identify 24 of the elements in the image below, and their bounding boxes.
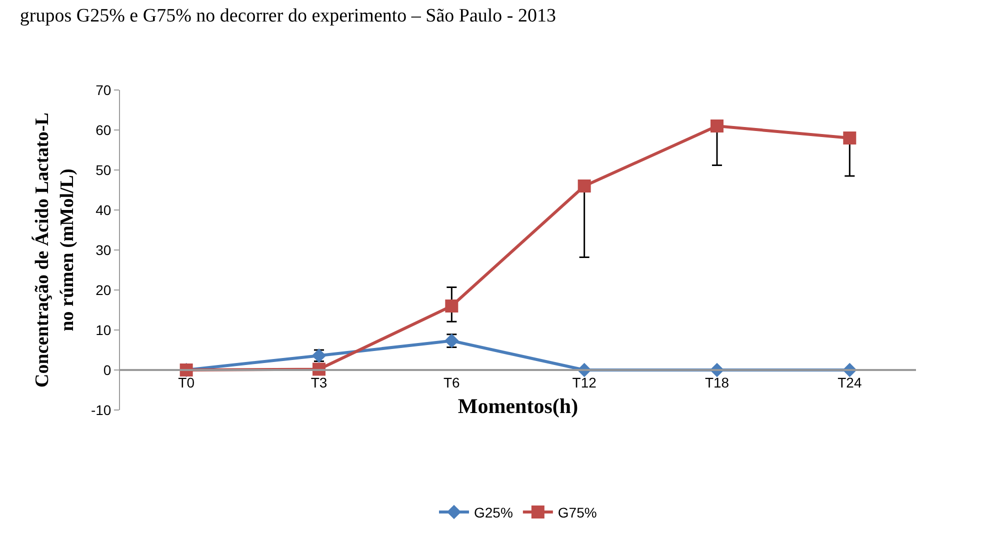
x-tick-label: T3 bbox=[310, 374, 328, 391]
x-tick-label: T6 bbox=[444, 374, 460, 391]
point bbox=[578, 180, 591, 192]
y-tick-label: -10 bbox=[90, 402, 112, 418]
x-tick-label: T24 bbox=[838, 374, 862, 391]
y-tick-label: 60 bbox=[96, 122, 112, 138]
chart-title: grupos G25% e G75% no decorrer do experimento – São Paulo - 2013 bbox=[20, 5, 556, 26]
legend-label: G75% bbox=[558, 504, 597, 520]
point bbox=[445, 300, 458, 312]
y-tick-label: 70 bbox=[96, 82, 112, 98]
x-tick-label: T18 bbox=[704, 374, 730, 391]
point bbox=[843, 132, 856, 144]
y-tick-label: 30 bbox=[96, 242, 112, 258]
y-tick-label: 20 bbox=[96, 282, 112, 298]
y-tick-label: 40 bbox=[96, 202, 112, 218]
y-tick-label: 50 bbox=[96, 162, 112, 178]
legend-label: G25% bbox=[474, 504, 513, 520]
y-axis-title: Concentração de Ácido Lactato-L no rúmen (mMol/L) bbox=[31, 112, 78, 388]
y-tick-label: 0 bbox=[103, 362, 112, 378]
y-tick-label: 10 bbox=[96, 322, 112, 338]
x-tick-label: T12 bbox=[572, 374, 597, 391]
x-axis-title: Momentos(h) bbox=[458, 394, 578, 418]
x-tick-label: T0 bbox=[178, 374, 195, 391]
point bbox=[710, 120, 724, 132]
